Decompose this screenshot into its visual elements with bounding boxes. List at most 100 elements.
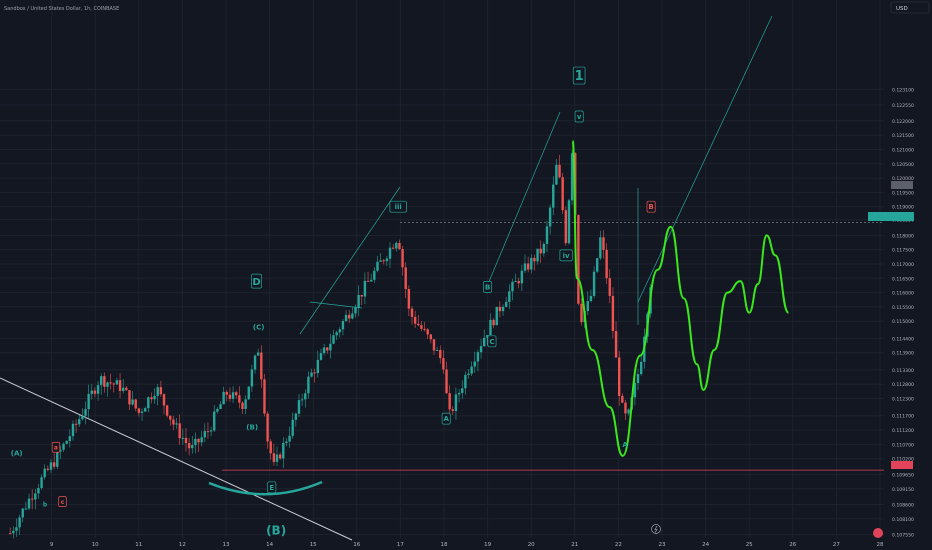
wave-connector-1 xyxy=(299,186,401,335)
y-tick-label: 0.107550 xyxy=(892,533,914,539)
wave-labels: 1 v iii iv B A D (C) B C A (B) E (A) a b c (B) xyxy=(11,66,656,538)
candle-body xyxy=(351,313,354,319)
candle-body xyxy=(316,359,320,374)
wave-label: iv xyxy=(559,249,573,262)
candle-body xyxy=(78,419,81,425)
price-axis-bg xyxy=(884,0,932,538)
candle-body xyxy=(34,493,37,500)
candle-body xyxy=(285,441,288,443)
candle-body xyxy=(445,369,448,394)
grid xyxy=(0,0,884,538)
wave-label: v xyxy=(574,110,584,123)
wave-label-box xyxy=(251,273,262,289)
wave-label-text: E xyxy=(269,484,274,492)
candle-body xyxy=(96,385,100,394)
candle-body xyxy=(636,374,640,384)
candle-body xyxy=(344,314,348,322)
y-tick-label: 0.116500 xyxy=(892,276,914,282)
y-tick-label: 0.119500 xyxy=(892,190,914,196)
y-tick-label: 0.122550 xyxy=(892,103,914,109)
candle-body xyxy=(621,395,624,403)
candle-body xyxy=(432,339,436,351)
candle-body xyxy=(222,391,225,405)
wave-label: c xyxy=(58,496,67,507)
x-tick-label: 24 xyxy=(702,542,709,548)
lightning-icon[interactable] xyxy=(651,524,661,534)
candle-body xyxy=(486,335,489,338)
candle-body xyxy=(118,380,122,392)
wave-label-text: v xyxy=(577,113,582,121)
candle-body xyxy=(209,430,213,432)
candle-body xyxy=(322,347,326,354)
candle-body xyxy=(24,508,28,510)
y-tick-label: 0.111200 xyxy=(892,428,914,434)
resistance-price-box xyxy=(891,181,913,189)
candle-body xyxy=(473,361,476,367)
candle-body xyxy=(275,454,279,462)
candle-body xyxy=(150,397,153,400)
y-tick-label: 0.116000 xyxy=(892,291,914,297)
candle-body xyxy=(131,399,134,405)
candle-body xyxy=(611,295,615,332)
y-tick-label: 0.108100 xyxy=(892,517,914,523)
y-tick-label: 0.111700 xyxy=(892,414,914,420)
wave-label: (C) xyxy=(253,323,265,331)
candle-body xyxy=(329,343,332,351)
wave-label-text: 1 xyxy=(575,69,584,84)
candle-body xyxy=(470,366,473,374)
candle-body xyxy=(143,408,147,412)
wave-label: B xyxy=(646,200,656,213)
wave-label: C xyxy=(487,335,497,348)
x-tick-label: 12 xyxy=(179,542,186,548)
candle-body xyxy=(624,402,627,414)
candle-body xyxy=(338,329,341,333)
candle-body xyxy=(608,278,611,296)
y-tick-label: 0.117500 xyxy=(892,248,914,254)
candle-body xyxy=(451,409,455,411)
candle-body xyxy=(417,323,420,326)
candle-body xyxy=(332,335,335,344)
candle-body xyxy=(605,249,608,279)
candle-body xyxy=(526,263,530,270)
candle-body xyxy=(407,289,411,309)
candle-body xyxy=(514,280,517,282)
candle-body xyxy=(501,306,505,312)
candles xyxy=(8,150,652,539)
candle-body xyxy=(71,423,75,437)
y-tick-label: 0.113900 xyxy=(892,351,914,357)
candle-body xyxy=(580,303,583,323)
y-tick-label: 0.121000 xyxy=(892,147,914,153)
wave-label-box xyxy=(559,249,573,262)
candle-body xyxy=(366,280,370,282)
wave-label-box xyxy=(58,496,67,507)
candle-body xyxy=(18,517,21,528)
wave-label: b xyxy=(43,502,48,509)
candle-body xyxy=(206,431,210,433)
currency-box[interactable] xyxy=(890,1,930,14)
candle-body xyxy=(435,349,439,351)
candle-body xyxy=(172,419,175,425)
y-tick-label: 0.117000 xyxy=(892,262,914,268)
y-tick-label: 0.110200 xyxy=(892,457,914,463)
wave-label-text: iii xyxy=(395,203,402,211)
candle-body xyxy=(539,248,542,254)
x-tick-label: 11 xyxy=(135,542,142,548)
candle-body xyxy=(586,300,589,312)
candle-body xyxy=(420,325,423,329)
candle-body xyxy=(294,413,298,420)
candle-body xyxy=(482,337,486,347)
x-tick-label: 28 xyxy=(877,542,884,548)
candle-body xyxy=(178,423,181,439)
candle-body xyxy=(100,376,103,386)
candle-body xyxy=(313,372,316,374)
alert-icon[interactable] xyxy=(873,528,883,538)
candle-body xyxy=(300,399,304,401)
candle-body xyxy=(231,392,235,399)
currency-label: USD xyxy=(896,6,908,12)
candle-body xyxy=(65,441,68,444)
wave-label: B xyxy=(483,281,493,293)
time-axis[interactable]: 9 10 11 12 13 14 15 16 17 18 19 20 21 22 23 24 25 26 27 28 xyxy=(50,542,884,548)
candle-body xyxy=(247,386,250,400)
candle-body xyxy=(464,375,467,389)
